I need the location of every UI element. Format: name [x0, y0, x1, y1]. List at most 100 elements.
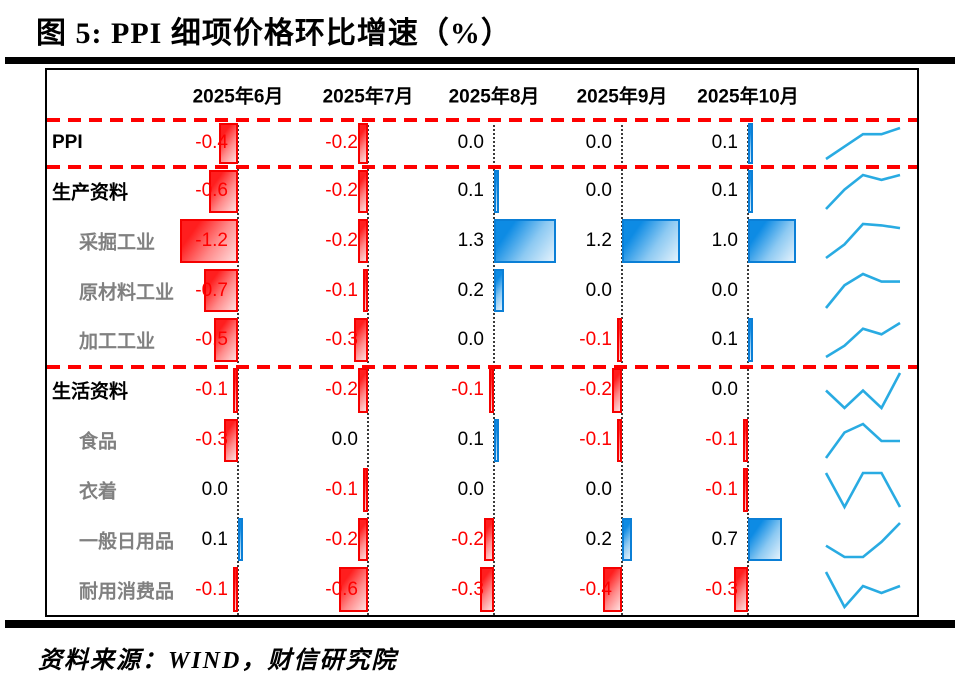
cell-value: -0.1 — [705, 478, 738, 500]
positive-bar — [748, 318, 753, 362]
source-note: 资料来源：WIND，财信研究院 — [38, 648, 398, 674]
negative-bar — [484, 517, 494, 562]
column-header-month: 2025年6月 — [192, 86, 284, 108]
negative-bar — [219, 123, 238, 164]
cell-value: -0.6 — [195, 180, 228, 202]
cell-value: -0.4 — [195, 132, 228, 154]
negative-bar — [603, 567, 622, 612]
cell-value: -0.3 — [325, 329, 358, 351]
cell-value: -0.2 — [579, 379, 612, 401]
trend-sparkline — [824, 422, 900, 459]
row-label: 采掘工业 — [79, 232, 156, 254]
cell-value: -0.4 — [579, 578, 612, 600]
figure-title: 图 5: PPI 细项价格环比增速（%） — [36, 17, 512, 50]
cell-value: 0.0 — [457, 329, 484, 351]
table-header-row: 2025年6月 2025年7月 2025年8月 2025年9月 2025年10月 — [47, 70, 917, 120]
negative-bar — [233, 567, 238, 612]
positive-bar — [748, 517, 782, 562]
cell-value: -0.7 — [195, 279, 228, 301]
negative-bar — [612, 368, 622, 413]
cell-value: -0.3 — [451, 578, 484, 600]
negative-bar — [617, 318, 622, 362]
section-divider-dashed — [47, 365, 917, 369]
cell-value: -0.1 — [325, 478, 358, 500]
cell-value: 0.0 — [585, 132, 612, 154]
trend-sparkline — [825, 173, 901, 210]
cell-value: 1.0 — [711, 230, 738, 252]
negative-bar — [734, 567, 748, 612]
positive-bar — [748, 123, 753, 164]
cell-value: 0.1 — [201, 528, 228, 550]
cell-value: -0.2 — [325, 379, 358, 401]
table-row: 食品 -0.3 0.0 0.1 -0.1 -0.1 — [47, 416, 917, 466]
cell-value: -0.3 — [195, 429, 228, 451]
row-label: 衣着 — [79, 481, 118, 503]
positive-bar — [238, 517, 243, 562]
cell-value: -0.3 — [705, 578, 738, 600]
trend-sparkline — [824, 471, 902, 510]
table-row: 采掘工业 -1.2 -0.2 1.3 1.2 1.0 — [47, 216, 917, 266]
cell-value: -0.1 — [195, 578, 228, 600]
negative-bar — [358, 123, 368, 164]
cell-value: -0.2 — [325, 230, 358, 252]
positive-bar — [494, 169, 499, 214]
trend-sparkline — [825, 126, 901, 161]
negative-bar — [204, 268, 238, 313]
cell-value: 0.2 — [585, 528, 612, 550]
cell-value: 1.2 — [585, 230, 612, 252]
bottom-rule — [5, 620, 955, 628]
negative-bar — [743, 418, 748, 463]
column-header-month: 2025年8月 — [448, 86, 540, 108]
trend-sparkline — [825, 222, 901, 260]
row-label: PPI — [52, 132, 83, 154]
trend-sparkline — [824, 571, 901, 610]
trend-sparkline — [825, 322, 901, 359]
table-row: PPI -0.4 -0.2 0.0 0.0 0.1 — [47, 120, 917, 167]
top-rule — [5, 57, 955, 64]
cell-value: -0.1 — [579, 329, 612, 351]
cell-value: 0.1 — [711, 132, 738, 154]
negative-bar — [480, 567, 494, 612]
cell-value: -1.2 — [195, 230, 228, 252]
row-label: 食品 — [79, 431, 118, 453]
table-row: 耐用消费品 -0.1 -0.6 -0.3 -0.4 -0.3 — [47, 564, 917, 615]
cell-value: -0.2 — [325, 528, 358, 550]
trend-sparkline — [825, 521, 901, 559]
row-label: 耐用消费品 — [79, 581, 175, 603]
positive-bar — [748, 219, 796, 263]
negative-bar — [363, 268, 368, 313]
cell-value: 0.0 — [585, 279, 612, 301]
cell-value: -0.5 — [195, 329, 228, 351]
negative-bar — [743, 468, 748, 512]
table-row: 原材料工业 -0.7 -0.1 0.2 0.0 0.0 — [47, 266, 917, 316]
cell-value: 0.7 — [711, 528, 738, 550]
cell-value: 0.1 — [457, 429, 484, 451]
cell-value: 0.0 — [711, 379, 738, 401]
negative-bar — [224, 418, 238, 463]
negative-bar — [354, 318, 368, 362]
table-row: 一般日用品 0.1 -0.2 -0.2 0.2 0.7 — [47, 515, 917, 565]
negative-bar — [358, 517, 368, 562]
cell-value: -0.1 — [579, 429, 612, 451]
cell-value: -0.1 — [451, 379, 484, 401]
cell-value: -0.2 — [325, 180, 358, 202]
negative-bar — [358, 169, 368, 214]
positive-bar — [494, 418, 499, 463]
row-label: 生产资料 — [52, 182, 129, 204]
positive-bar — [494, 219, 556, 263]
negative-bar — [358, 368, 368, 413]
ppi-table: 2025年6月 2025年7月 2025年8月 2025年9月 2025年10月 PPI… — [45, 68, 919, 617]
cell-value: 1.3 — [457, 230, 484, 252]
table-row: 加工工业 -0.5 -0.3 0.0 -0.1 0.1 — [47, 315, 917, 365]
row-label: 加工工业 — [79, 331, 156, 353]
positive-bar — [494, 268, 504, 313]
row-label: 一般日用品 — [79, 531, 175, 553]
table-row: 衣着 0.0 -0.1 0.0 0.0 -0.1 — [47, 465, 917, 515]
table-row: 生活资料 -0.1 -0.2 -0.1 -0.2 0.0 — [47, 365, 917, 416]
cell-value: 0.0 — [331, 429, 358, 451]
cell-value: 0.0 — [585, 180, 612, 202]
column-header-month: 2025年7月 — [322, 86, 414, 108]
negative-bar — [363, 468, 368, 512]
negative-bar — [209, 169, 238, 214]
